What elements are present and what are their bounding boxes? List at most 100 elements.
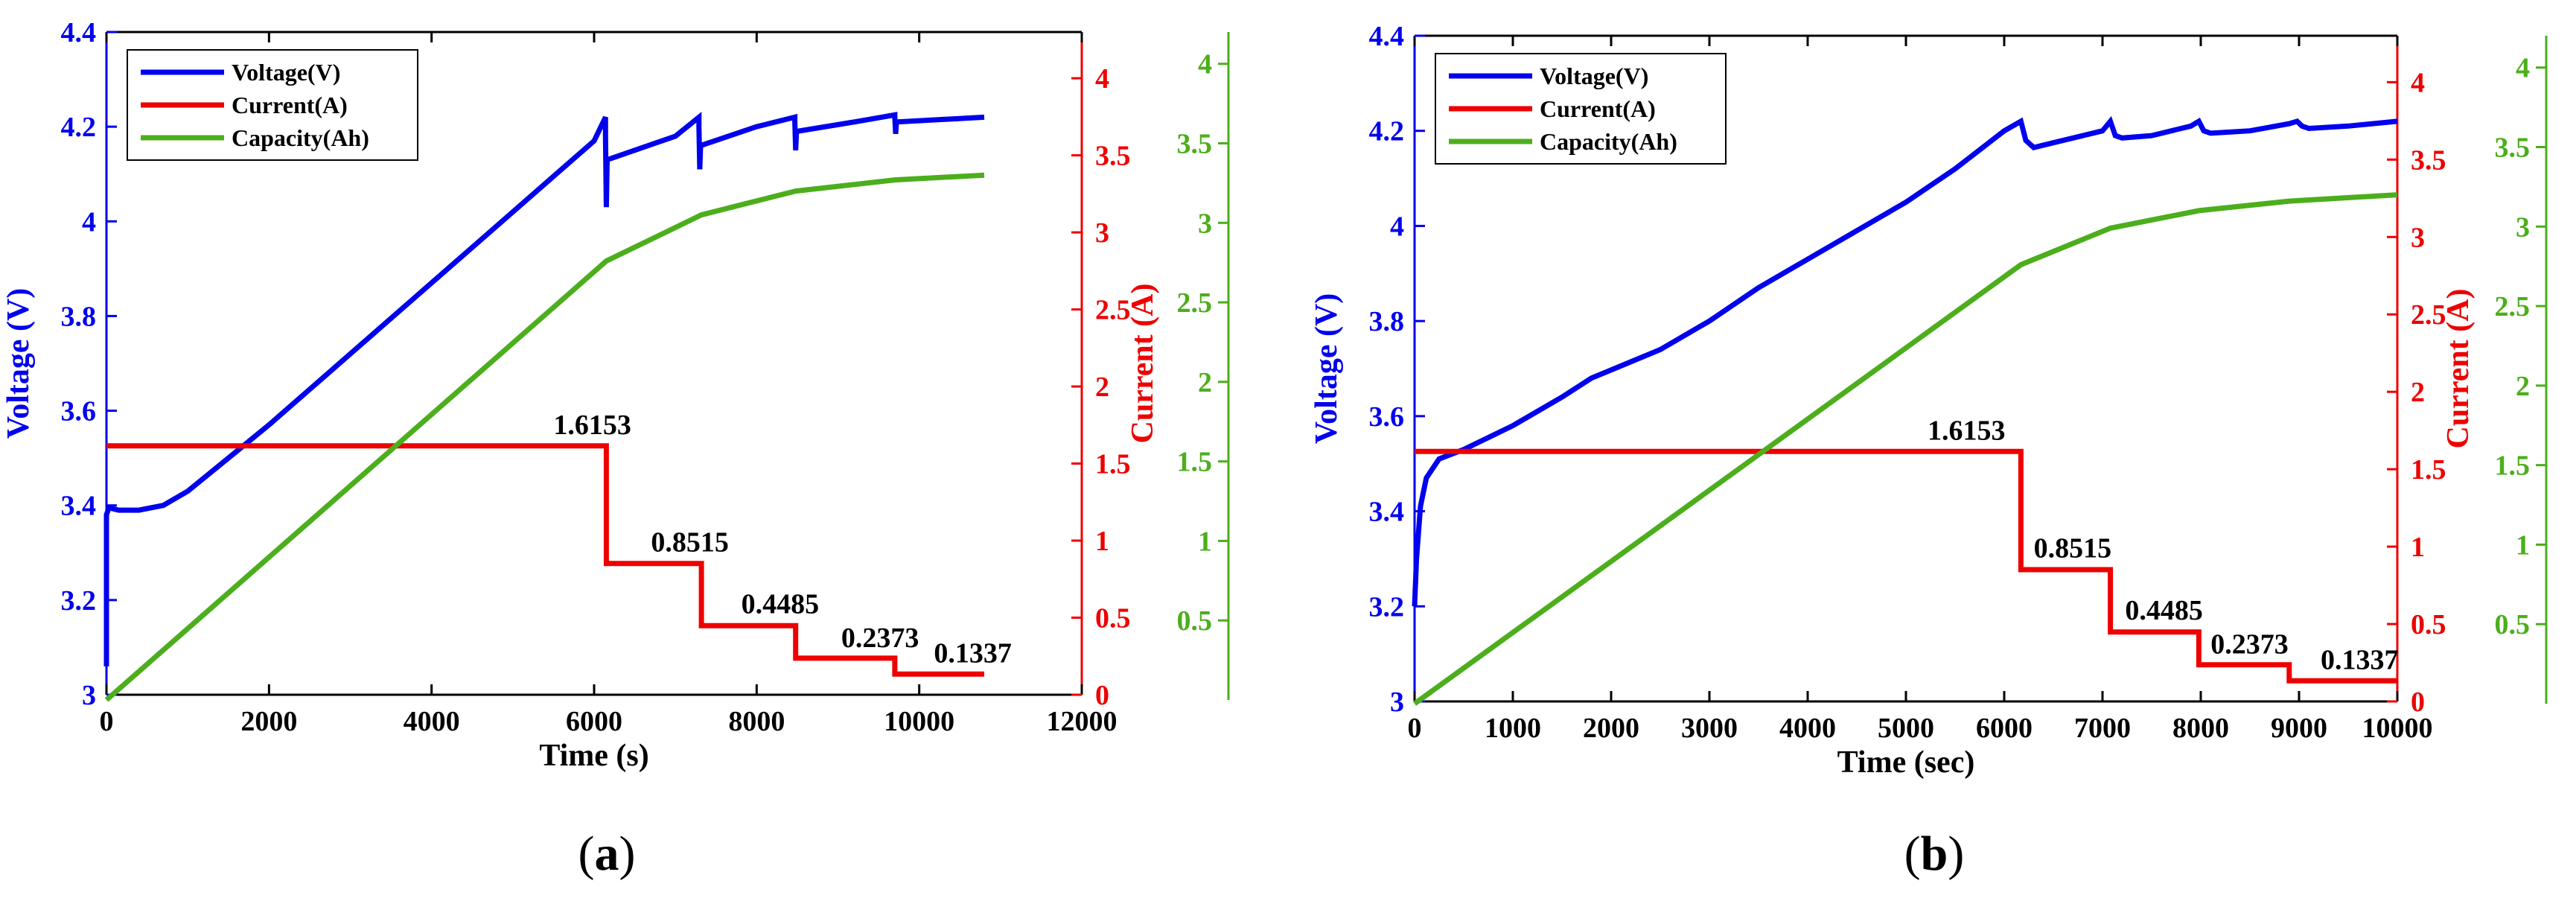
panel-b-x-tick-label: 4000 xyxy=(1779,713,1836,744)
panel-a-current-value-label: 0.8515 xyxy=(651,527,729,558)
panel-b-capacity-tick-label: 0.5 xyxy=(2495,609,2531,640)
panel-b-x-tick-label: 9000 xyxy=(2271,713,2327,744)
panel-a-voltage-tick-label: 3 xyxy=(82,680,96,711)
panel-b-current-tick-label: 3.5 xyxy=(2411,144,2446,176)
panel-a-x-tick-label: 6000 xyxy=(566,706,622,737)
panel-b-current-value-label: 0.1337 xyxy=(2321,644,2399,675)
panel-b-legend-label-capacity-ah: Capacity(Ah) xyxy=(1540,128,1677,155)
panel-b-x-tick-label: 8000 xyxy=(2172,713,2229,744)
panel-b-current-tick-label: 0 xyxy=(2411,687,2425,718)
panel-a-x-tick-label: 2000 xyxy=(240,706,297,737)
panel-a-current-tick-label: 2.5 xyxy=(1095,295,1131,326)
panel-b-capacity-tick-label: 2.5 xyxy=(2495,291,2531,322)
panel-a-x-tick-label: 0 xyxy=(100,706,114,737)
panel-b-x-tick-label: 3000 xyxy=(1681,713,1738,744)
panel-b-voltage-axis-title: Voltage (V) xyxy=(1310,293,1344,445)
panel-b-capacity-tick-label: 4 xyxy=(2516,53,2530,84)
panel-a-voltage-v-line xyxy=(103,112,985,666)
panel-a-capacity-ah-line xyxy=(104,172,985,702)
panel-b-voltage-tick-label: 3.4 xyxy=(1369,497,1405,528)
panel-b-capacity-tick-label: 1.5 xyxy=(2495,451,2531,482)
panel-a-capacity-tick-label: 1 xyxy=(1198,526,1212,557)
panel-a-capacity-tick-label: 3 xyxy=(1198,208,1212,239)
panel-a-current-tick-label: 0 xyxy=(1095,680,1109,711)
panel-a-current-value-label: 0.1337 xyxy=(934,638,1012,669)
panel-a-voltage-tick-label: 4.2 xyxy=(61,112,97,143)
panel-b-x-tick-label: 5000 xyxy=(1878,713,1934,744)
panel-b-current-value-label: 0.8515 xyxy=(2034,533,2112,564)
panel-b-x-tick-label: 2000 xyxy=(1583,713,1639,744)
panel-b-capacity-ah-line xyxy=(1412,192,2398,706)
panel-a-capacity-tick-label: 4 xyxy=(1198,49,1212,80)
panel-a-legend-label-capacity-ah: Capacity(Ah) xyxy=(232,124,369,151)
panel-a-x-tick-label: 12000 xyxy=(1047,706,1118,737)
panel-b-current-axis-title: Current (A) xyxy=(2441,288,2475,448)
panel-b-current-tick-label: 1 xyxy=(2411,532,2425,563)
panel-a-voltage-tick-label: 3.6 xyxy=(61,396,97,427)
panel-b-x-axis-title: Time (sec) xyxy=(1837,745,1975,780)
panel-b-voltage-tick-label: 3.2 xyxy=(1369,591,1405,623)
panel-a-voltage-tick-label: 3.4 xyxy=(61,491,97,522)
panel-b-legend-label-current-a: Current(A) xyxy=(1540,95,1656,122)
panel-a-current-tick-label: 1.5 xyxy=(1095,449,1131,480)
panel-a-current-tick-label: 0.5 xyxy=(1095,603,1131,634)
panel-b-voltage-v-line xyxy=(1412,115,2398,607)
panel-b-current-value-label: 0.2373 xyxy=(2210,629,2289,660)
panel-a-current-axis-title: Current (A) xyxy=(1126,283,1160,443)
panel-b-current-tick-label: 3 xyxy=(2411,222,2425,253)
panel-a-capacity-tick-label: 3.5 xyxy=(1177,129,1213,160)
panel-a-chart: 0 2000 4000 6000 8000 10000 12000 Time (s) 3 3.2 3… xyxy=(1,17,1230,773)
panel-b-current-tick-label: 1.5 xyxy=(2411,454,2446,485)
panel-a-x-tick-label: 10000 xyxy=(884,706,954,737)
panel-a-current-value-label: 1.6153 xyxy=(553,410,631,441)
panel-a-capacity-tick-label: 2 xyxy=(1198,367,1212,398)
panel-b-capacity-tick-label: 2 xyxy=(2516,371,2530,402)
panel-a-voltage-tick-label: 4.4 xyxy=(61,17,97,48)
panel-a-x-axis-title: Time (s) xyxy=(539,739,648,773)
panel-b-current-a-line xyxy=(1415,448,2397,684)
panel-a-legend-label-voltage-v: Voltage(V) xyxy=(232,59,340,86)
panel-b-x-tick-label: 10000 xyxy=(2362,713,2433,744)
panel-b-x-tick-label: 0 xyxy=(1408,713,1422,744)
panel-a-capacity-tick-label: 2.5 xyxy=(1177,287,1213,319)
panel-a-label: (a) xyxy=(578,827,636,881)
panel-b-current-value-label: 0.4485 xyxy=(2125,595,2203,626)
panel-b-capacity-tick-label: 3 xyxy=(2516,211,2530,243)
panel-a-capacity-tick-label: 0.5 xyxy=(1177,605,1213,637)
panel-b-current-tick-label: 0.5 xyxy=(2411,609,2446,640)
panel-b-voltage-tick-label: 4.4 xyxy=(1369,21,1405,52)
panel-a-current-value-label: 0.2373 xyxy=(841,623,919,654)
panel-b-voltage-tick-label: 4.2 xyxy=(1369,116,1405,147)
panel-b-current-tick-label: 4 xyxy=(2411,67,2425,98)
panel-b-capacity-tick-label: 3.5 xyxy=(2495,133,2531,164)
panel-b-current-value-label: 1.6153 xyxy=(1928,416,2006,447)
panel-b-voltage-tick-label: 3.6 xyxy=(1369,401,1405,433)
panel-a-voltage-axis-title: Voltage (V) xyxy=(1,288,36,439)
panel-a-current-tick-label: 1 xyxy=(1095,526,1109,557)
panel-a-voltage-tick-label: 3.8 xyxy=(61,301,97,332)
panel-b-chart: 0 1000 2000 3000 4000 5000 6000 7000 8000 9000 100… xyxy=(1310,21,2548,780)
panel-a-capacity-tick-label: 1.5 xyxy=(1177,447,1213,478)
panel-a-x-tick-label: 8000 xyxy=(728,706,785,737)
panel-b-voltage-tick-label: 3.8 xyxy=(1369,306,1405,337)
panel-a-current-tick-label: 4 xyxy=(1095,63,1109,95)
panel-b-voltage-tick-label: 3 xyxy=(1390,687,1404,718)
panel-a-current-value-label: 0.4485 xyxy=(742,588,820,620)
panel-a-current-tick-label: 3 xyxy=(1095,217,1109,249)
panel-a-x-tick-label: 4000 xyxy=(404,706,460,737)
panel-a-current-tick-label: 2 xyxy=(1095,372,1109,403)
panel-a-current-tick-label: 3.5 xyxy=(1095,141,1131,172)
panel-b-label: (b) xyxy=(1904,827,1965,881)
panel-a-voltage-tick-label: 3.2 xyxy=(61,585,97,617)
panel-b-current-tick-label: 2.5 xyxy=(2411,299,2446,331)
panel-a-voltage-tick-label: 4 xyxy=(82,206,96,238)
panel-b-x-tick-label: 6000 xyxy=(1976,713,2033,744)
panel-a-current-a-line xyxy=(106,443,984,677)
panel-b-x-tick-label: 1000 xyxy=(1485,713,1541,744)
panel-b-voltage-tick-label: 4 xyxy=(1390,211,1404,242)
panel-b-current-tick-label: 2 xyxy=(2411,377,2425,408)
panel-b-legend-label-voltage-v: Voltage(V) xyxy=(1540,63,1648,89)
panel-b-capacity-tick-label: 1 xyxy=(2516,529,2530,561)
panel-b-x-tick-label: 7000 xyxy=(2074,713,2131,744)
